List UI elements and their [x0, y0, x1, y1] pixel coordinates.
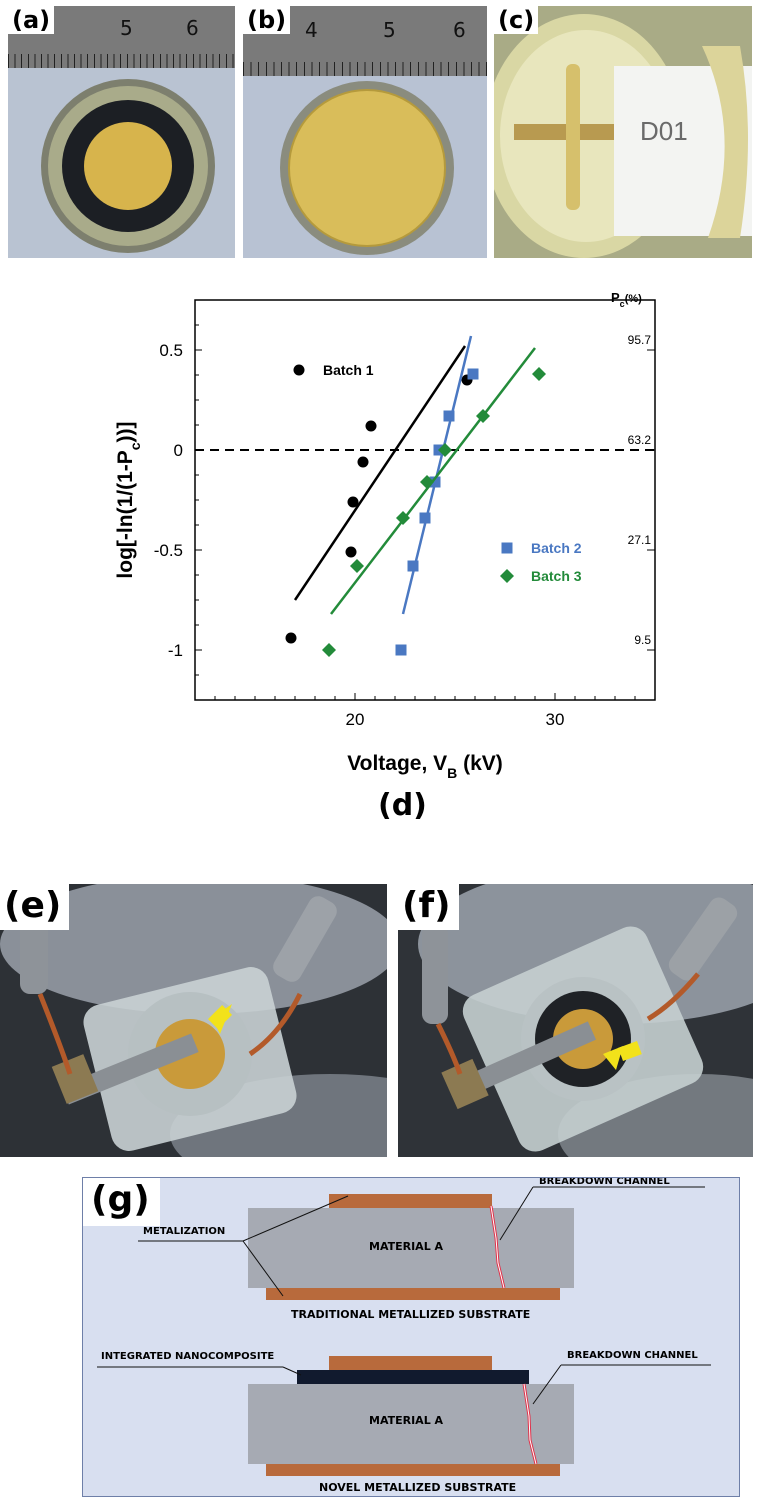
breakdown-channel-label: BREAKDOWN CHANNEL [567, 1350, 698, 1361]
panel-label: (c) [494, 6, 539, 34]
x-tick-label: 20 [346, 710, 365, 729]
legend-label: Batch 2 [531, 540, 582, 556]
right-tick-label: 27.1 [628, 533, 652, 547]
weibull-chart: 0.5 0 -0.5 -1 20 30 95.7 63.2 27.1 9.5 Pc(%) Voltag… [114, 290, 656, 781]
panel-e-photo: (e) [0, 884, 387, 1157]
legend-label: Batch 1 [323, 362, 374, 378]
panel-c-photo: D01 (c) [494, 6, 752, 258]
panel-a-photo: 5 6 (a) [8, 6, 235, 258]
data-point [500, 569, 514, 583]
material-block [248, 1384, 574, 1464]
x-axis-label: Voltage, VB (kV) [347, 752, 503, 781]
sample-tag: D01 [640, 116, 688, 146]
metallization-diagram [97, 1186, 711, 1476]
data-point [476, 409, 490, 423]
right-axis-title: Pc(%) [611, 290, 642, 309]
data-point [419, 512, 431, 524]
nanocomposite-label: INTEGRATED NANOCOMPOSITE [101, 1351, 275, 1362]
right-tick-label: 9.5 [634, 633, 651, 647]
y-tick-label: -0.5 [154, 541, 183, 560]
data-point [407, 560, 419, 572]
x-tick-label: 30 [546, 710, 565, 729]
ruler-tick-label: 6 [453, 18, 466, 42]
panel-label: (g) [83, 1178, 160, 1226]
panel-label: (d) [378, 788, 427, 823]
metal-layer-bottom [266, 1464, 560, 1476]
panel-label: (f) [398, 884, 459, 930]
data-point [467, 368, 479, 380]
y-tick-label: 0.5 [159, 341, 183, 360]
panel-g-diagram: MATERIAL A METALIZATION BREAKDOWN CHANNE… [82, 1177, 740, 1497]
right-tick-label: 95.7 [628, 333, 652, 347]
data-point [350, 559, 364, 573]
data-point [365, 420, 377, 432]
data-point [345, 546, 357, 558]
y-axis-label: log[-ln(1/(1-Pc))] [114, 421, 143, 578]
sample-disk-ring-electrode [41, 79, 215, 253]
panel-b-photo: 4 5 6 (b) [243, 6, 487, 258]
data-point [532, 367, 546, 381]
metal-layer-top [329, 1356, 492, 1370]
breakdown-channel-label: BREAKDOWN CHANNEL [539, 1177, 670, 1187]
legend-label: Batch 3 [531, 568, 582, 584]
panel-label: (b) [243, 6, 291, 34]
material-block [248, 1208, 574, 1288]
data-point [420, 475, 434, 489]
panel-label: (a) [8, 6, 55, 34]
data-point [438, 443, 452, 457]
plot-frame [194, 299, 656, 701]
ruler-tick-label: 5 [383, 18, 396, 42]
y-tick-label: -1 [168, 641, 183, 660]
material-label: MATERIAL A [369, 1240, 444, 1253]
fit-line [293, 345, 467, 601]
y-tick-label: 0 [174, 441, 183, 460]
data-point [285, 632, 297, 644]
metal-layer-bottom [266, 1288, 560, 1300]
data-point [347, 496, 359, 508]
ruler-tick-label: 6 [186, 16, 199, 40]
data-point [322, 643, 336, 657]
data-point [443, 410, 455, 422]
right-tick-label: 63.2 [628, 433, 652, 447]
metalization-label: METALIZATION [143, 1226, 226, 1237]
panel-label: (e) [0, 884, 70, 930]
data-point [501, 542, 513, 554]
diagram-caption: NOVEL METALLIZED SUBSTRATE [319, 1481, 517, 1494]
data-point [395, 644, 407, 656]
data-point [293, 364, 305, 376]
diagram-caption: TRADITIONAL METALLIZED SUBSTRATE [291, 1308, 531, 1321]
ruler-tick-label: 4 [305, 18, 318, 42]
encapsulated-sample [494, 6, 752, 258]
sample-disk-full-electrode [280, 81, 454, 255]
material-label: MATERIAL A [369, 1414, 444, 1427]
ruler-tick-label: 5 [120, 16, 133, 40]
data-point [396, 511, 410, 525]
nanocomposite-layer [297, 1370, 529, 1386]
panel-f-photo: (f) [398, 884, 753, 1157]
data-point [429, 476, 441, 488]
metal-layer-top [329, 1194, 492, 1208]
data-point [357, 456, 369, 468]
